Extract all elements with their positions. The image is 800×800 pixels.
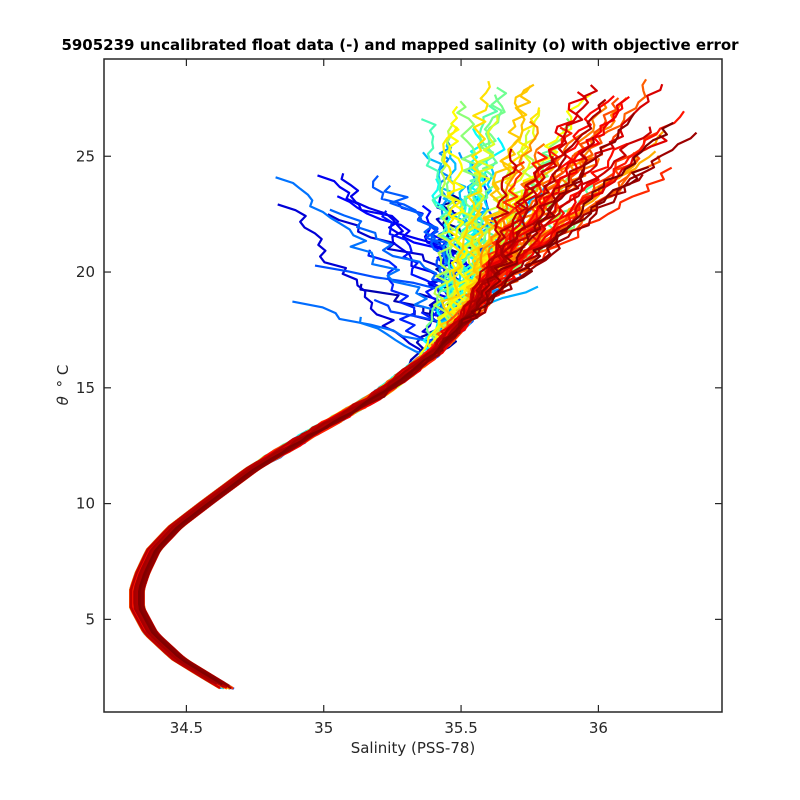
y-tick-label: 5 (85, 610, 95, 628)
y-tick-label: 25 (76, 147, 95, 165)
profile-lines (129, 78, 698, 690)
y-tick-label: 10 (76, 495, 95, 513)
x-tick-label: 35.5 (444, 719, 477, 737)
y-axis-label-unit: ° C (54, 365, 72, 388)
y-axis-label-symbol: θ (54, 396, 72, 405)
profile-line (133, 173, 644, 685)
chart-title: 5905239 uncalibrated float data (-) and … (61, 36, 739, 54)
x-axis-label: Salinity (PSS-78) (351, 739, 476, 757)
y-tick-label: 20 (76, 263, 95, 281)
y-tick-label: 15 (76, 379, 95, 397)
x-tick-label: 36 (589, 719, 608, 737)
axis-ticks: 34.5 35 35.5 36 5 10 15 20 25 (76, 59, 722, 737)
profile-line (130, 156, 554, 684)
svg-text:θ ° C: θ ° C (54, 365, 72, 406)
axes-box (103, 58, 723, 713)
x-tick-label: 35 (314, 719, 333, 737)
profile-line (137, 121, 674, 686)
x-tick-label: 34.5 (170, 719, 203, 737)
profile-line (142, 112, 636, 688)
y-axis-label: θ ° C (54, 365, 72, 406)
